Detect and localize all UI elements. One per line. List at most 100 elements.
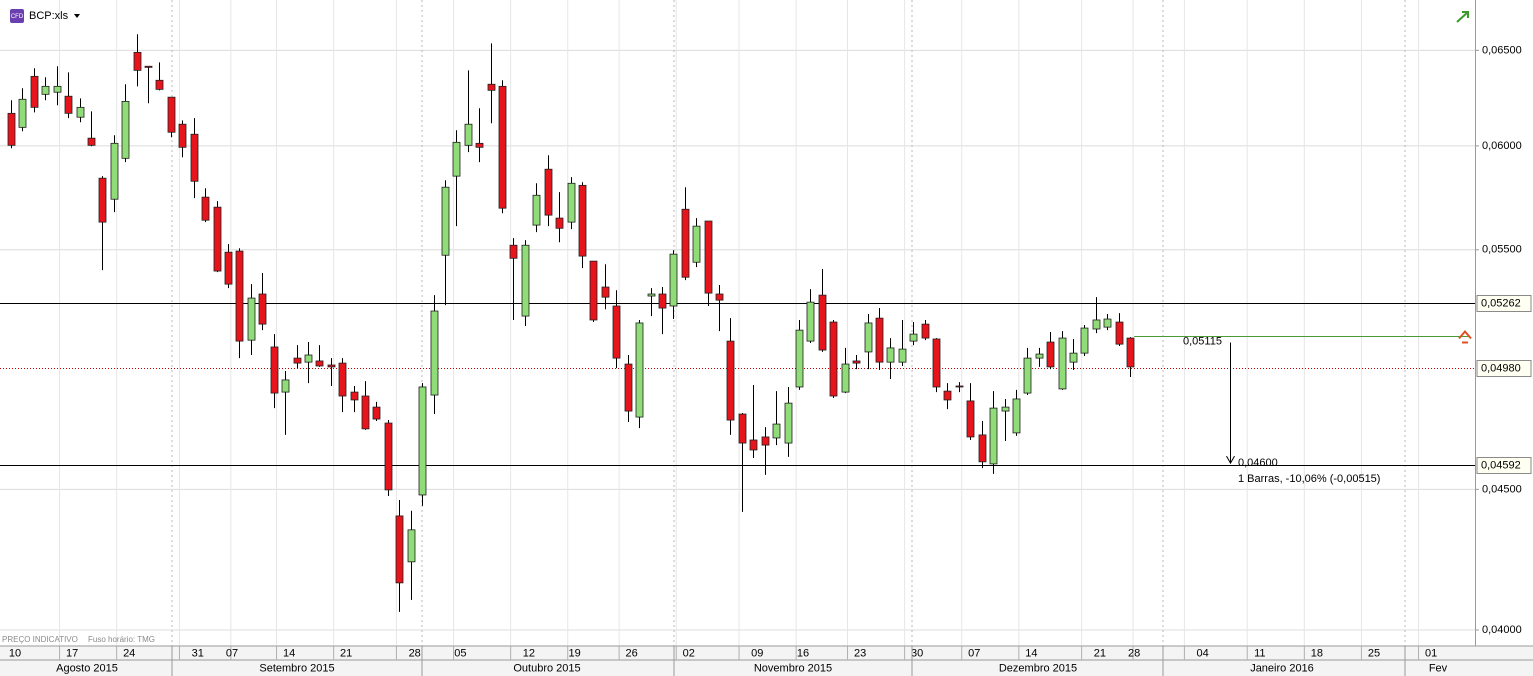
measure-from-label: 0,05115 [1183,335,1222,347]
candle-body [966,400,975,438]
x-tick-label: 21 [1094,647,1106,659]
x-axis-band [0,646,1533,676]
grid-layer [0,0,1475,646]
candle-body [1126,337,1135,368]
level-label-box [1476,360,1532,377]
candle-body [53,85,62,93]
candle-body [612,305,621,359]
x-tick-label: 25 [1368,647,1380,659]
trend-icon[interactable] [1456,11,1469,23]
candle-body [498,85,507,209]
candle-body [647,293,656,297]
x-tick-label: 04 [1197,647,1209,659]
x-tick-label: 17 [66,647,78,659]
candle-body [989,407,998,465]
month-label: Setembro 2015 [259,662,334,674]
candle-body [669,253,678,307]
candle-body [532,194,541,226]
x-tick-label: 12 [523,647,535,659]
candle-body [886,347,895,363]
candle-body [784,402,793,444]
candle-body [452,141,461,177]
x-tick-label: 14 [1025,647,1037,659]
x-tick-label: 07 [226,647,238,659]
marks-layer: 0,05115 0,04600 1 Barras, -10,06% (-0,0051… [7,34,1472,612]
candle-body [121,100,130,159]
candle-body [624,363,633,412]
candle-body [761,436,770,446]
candle-body [1035,353,1044,359]
x-tick-label: 16 [797,647,809,659]
candle-body [464,123,473,146]
month-label: Janeiro 2016 [1250,662,1314,674]
candle-body [7,112,16,146]
month-label: Agosto 2015 [56,662,118,674]
y-tick-label: 0,04500 [1482,483,1522,495]
candle-body [578,184,587,257]
x-tick-label: 10 [9,647,21,659]
candle-body [430,310,439,396]
candle-body [909,333,918,342]
candle-body [30,75,39,108]
month-label: Outubro 2015 [513,662,580,674]
candle-body [133,51,142,71]
y-tick-label: 0,06000 [1482,140,1522,152]
level-label: 0,04980 [1481,362,1521,374]
x-tick-label: 30 [911,647,923,659]
candle-body [589,260,598,321]
instrument-name[interactable]: BCP:xls [29,10,69,22]
candle-body [224,251,233,285]
candle-body [567,182,576,223]
level-label: 0,05262 [1481,297,1521,309]
candle-body [487,83,496,91]
candle-body [76,106,85,118]
x-tick-label: 31 [192,647,204,659]
x-tick-label: 23 [854,647,866,659]
x-tick-label: 28 [1128,647,1140,659]
candle-body [395,515,404,584]
candle-body [315,360,324,367]
candle-body [293,357,302,364]
candle-body [235,250,244,342]
candle-body [213,206,222,272]
candle-body [1092,319,1101,330]
candle-body [921,323,930,339]
x-tick-label: 28 [409,647,421,659]
candle-body [555,217,564,229]
candle-body [1103,318,1112,328]
candle-body [338,362,347,397]
x-tick-label: 07 [968,647,980,659]
candle-body [658,293,667,309]
candle-body [418,386,427,496]
candle-body [875,317,884,363]
level-label: 0,04592 [1481,459,1521,471]
candle-body [932,338,941,388]
candle-body [544,168,553,216]
candle-body [795,329,804,388]
candle-body [521,244,530,317]
alert-icon [1458,329,1472,344]
level-label-box [1476,295,1532,312]
footnote-timezone: Fuso horário: TMG [88,635,155,644]
instrument-dropdown[interactable] [74,14,80,18]
candle-body [178,123,187,148]
candle-body [361,395,370,430]
candle-body [258,293,267,325]
candle-body [749,439,758,451]
month-label: Novembro 2015 [754,662,832,674]
x-tick-label: 24 [123,647,135,659]
candle-body [509,244,518,259]
y-tick-label: 0,04000 [1482,624,1522,636]
candle-body [87,137,96,146]
candle-body [441,186,450,256]
candle-body [1058,337,1067,390]
candle-body [1001,406,1010,412]
candle-body [372,406,381,420]
x-tick-label: 02 [683,647,695,659]
candle-body [98,177,107,223]
candle-body [681,208,690,278]
candle-body [864,322,873,353]
